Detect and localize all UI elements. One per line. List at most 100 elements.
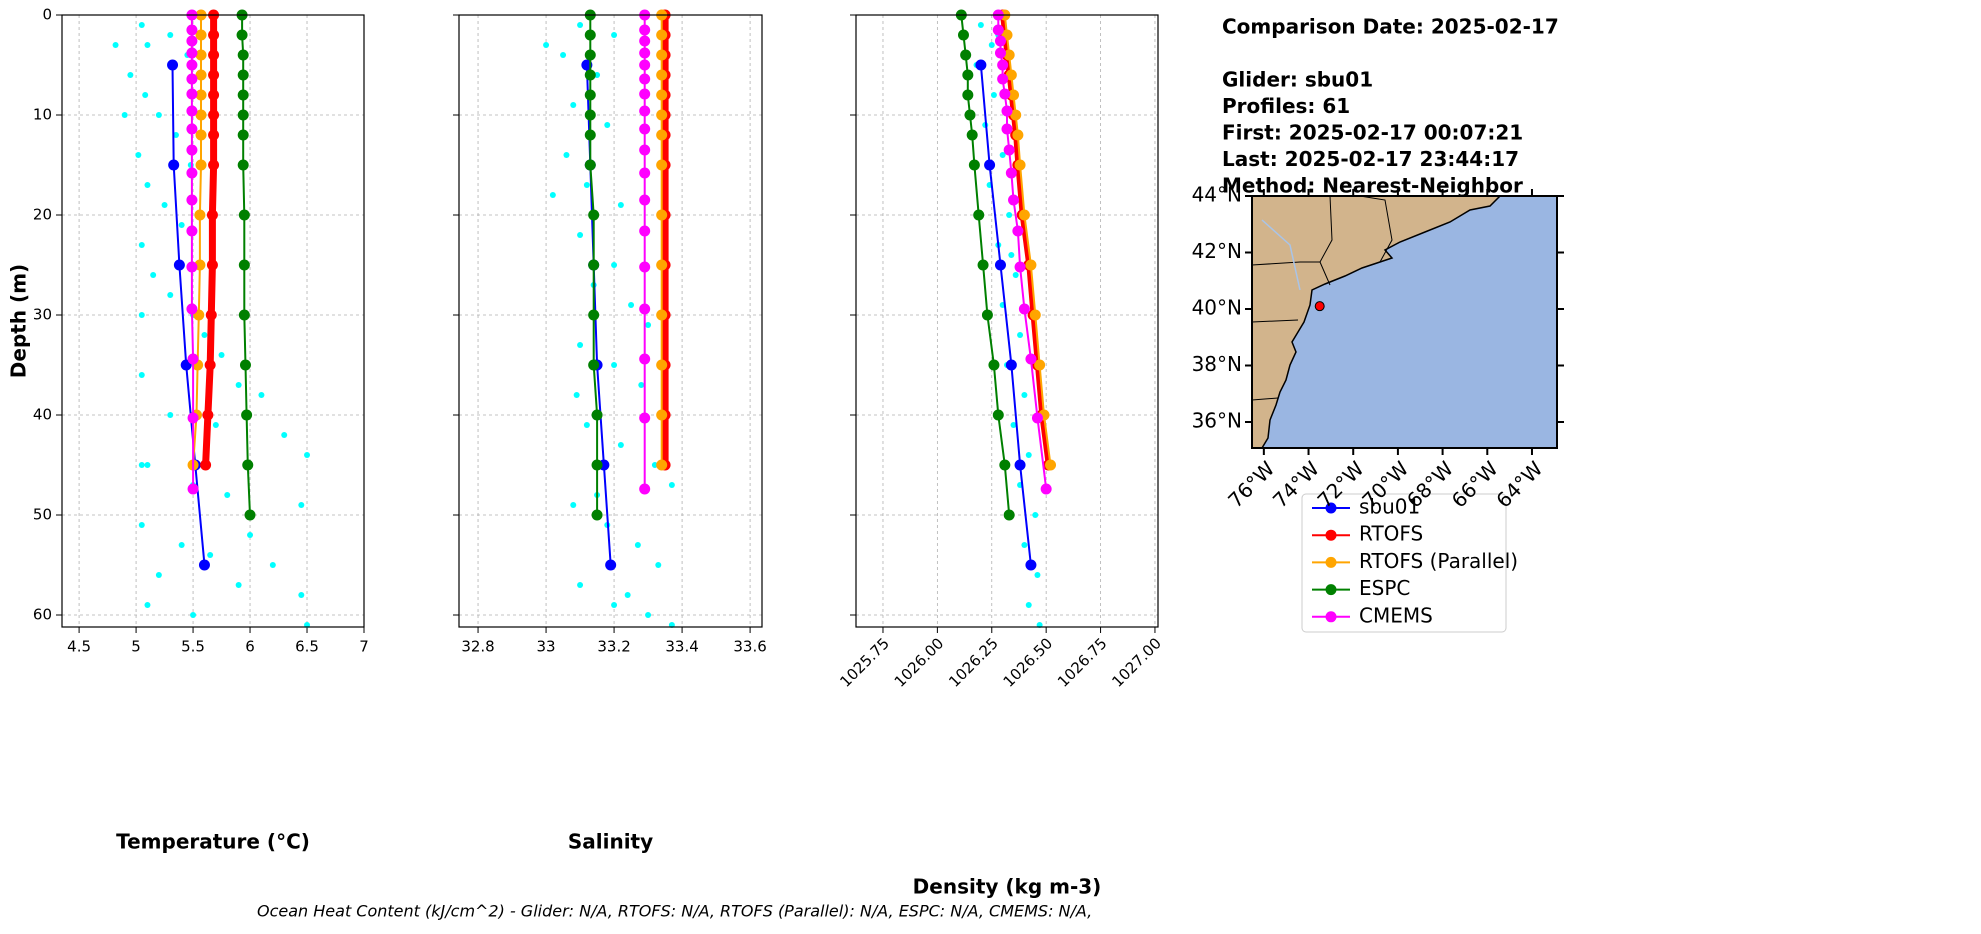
scatter-point xyxy=(573,392,580,398)
x-tick-label: 33.4 xyxy=(665,638,698,656)
series-marker xyxy=(195,89,207,101)
series-marker xyxy=(656,89,668,101)
series-marker xyxy=(167,59,179,71)
x-tick-label: 1026.50 xyxy=(1000,634,1057,691)
border xyxy=(1359,196,1393,263)
series-marker xyxy=(186,88,198,100)
series-marker xyxy=(656,49,668,61)
land xyxy=(1252,196,1502,448)
series-marker xyxy=(202,409,214,421)
scatter-point xyxy=(977,22,984,28)
series-marker xyxy=(187,412,199,424)
series-marker xyxy=(984,159,996,171)
legend-label: sbu01 xyxy=(1359,495,1420,519)
scatter-point xyxy=(224,492,231,498)
series-marker xyxy=(656,29,668,41)
scatter-point xyxy=(138,372,145,378)
series-marker xyxy=(994,47,1006,59)
legend xyxy=(1301,493,1507,633)
series-marker xyxy=(639,353,651,365)
legend-label: ESPC xyxy=(1359,576,1410,600)
series-marker xyxy=(639,167,651,179)
scatter-point xyxy=(298,592,305,598)
x-tick-label: 1026.00 xyxy=(891,634,948,691)
series-marker xyxy=(639,24,651,36)
series-marker xyxy=(639,88,651,100)
info-line: Last: 2025-02-17 23:44:17 xyxy=(1222,147,1519,171)
series-marker xyxy=(186,167,198,179)
scatter-point xyxy=(1025,452,1032,458)
series-marker xyxy=(1014,159,1026,171)
scatter-point xyxy=(138,312,145,318)
scatter-point xyxy=(570,502,577,508)
series-marker xyxy=(1012,129,1024,141)
series-marker xyxy=(195,159,207,171)
series-marker xyxy=(186,73,198,85)
scatter-point xyxy=(1006,212,1013,218)
series-marker xyxy=(208,29,220,41)
series-marker xyxy=(639,73,651,85)
series-marker xyxy=(656,359,668,371)
info-line: Method: Nearest-Neighbor xyxy=(1222,174,1523,198)
legend-marker xyxy=(1325,584,1337,596)
scatter-point xyxy=(167,412,174,418)
scatter-point xyxy=(1010,422,1017,428)
series-marker xyxy=(208,159,220,171)
info-line: First: 2025-02-17 00:07:21 xyxy=(1222,121,1523,145)
scatter-point xyxy=(190,612,197,618)
series-marker xyxy=(194,209,206,221)
series-marker xyxy=(1008,194,1020,206)
scatter-point xyxy=(269,562,276,568)
y-tick-label: 30 xyxy=(33,306,52,324)
series-marker xyxy=(195,69,207,81)
series-marker xyxy=(584,29,596,41)
scatter-point xyxy=(247,532,254,538)
scatter-point xyxy=(138,242,145,248)
series-marker xyxy=(605,559,617,571)
scatter-point xyxy=(218,352,225,358)
series-marker xyxy=(173,259,185,271)
series-marker xyxy=(1018,303,1030,315)
scatter-point xyxy=(638,382,645,388)
series-marker xyxy=(186,144,198,156)
series-marker xyxy=(1008,89,1020,101)
series-marker xyxy=(237,49,249,61)
series-marker xyxy=(208,129,220,141)
map-lat-label: 40°N xyxy=(1192,296,1242,320)
series-marker xyxy=(1001,123,1013,135)
series-marker xyxy=(200,459,212,471)
series-marker xyxy=(187,353,199,365)
panel: 4.5 5 5.5 6 6.5 7 0 10 20 30 40 50 60 Temperature (°C… xyxy=(7,6,369,854)
series-marker xyxy=(656,459,668,471)
scatter-point xyxy=(178,542,185,548)
scatter-point xyxy=(144,602,151,608)
scatter-point xyxy=(583,182,590,188)
scatter-point xyxy=(135,152,142,158)
scatter-point xyxy=(577,342,584,348)
series-marker xyxy=(639,194,651,206)
series-marker xyxy=(591,459,603,471)
series-marker xyxy=(1040,483,1052,495)
scatter-point xyxy=(617,442,624,448)
series-marker xyxy=(639,225,651,237)
series-marker xyxy=(999,459,1011,471)
series-marker xyxy=(206,209,218,221)
series-marker xyxy=(186,47,198,59)
scatter-point xyxy=(178,222,185,228)
legend-label: CMEMS xyxy=(1359,603,1433,627)
series-marker xyxy=(1014,459,1026,471)
axes-frame xyxy=(61,14,365,628)
legend-label: RTOFS (Parallel) xyxy=(1359,549,1518,573)
series-marker xyxy=(988,359,1000,371)
series-marker xyxy=(1014,261,1026,273)
series-marker xyxy=(1005,359,1017,371)
series-marker xyxy=(588,309,600,321)
series-marker xyxy=(992,24,1004,36)
series-marker xyxy=(1018,209,1030,221)
scatter-point xyxy=(577,22,584,28)
series-marker xyxy=(1003,144,1015,156)
series-marker xyxy=(195,49,207,61)
series-marker xyxy=(968,159,980,171)
scatter-point xyxy=(1008,252,1015,258)
series-marker xyxy=(588,209,600,221)
